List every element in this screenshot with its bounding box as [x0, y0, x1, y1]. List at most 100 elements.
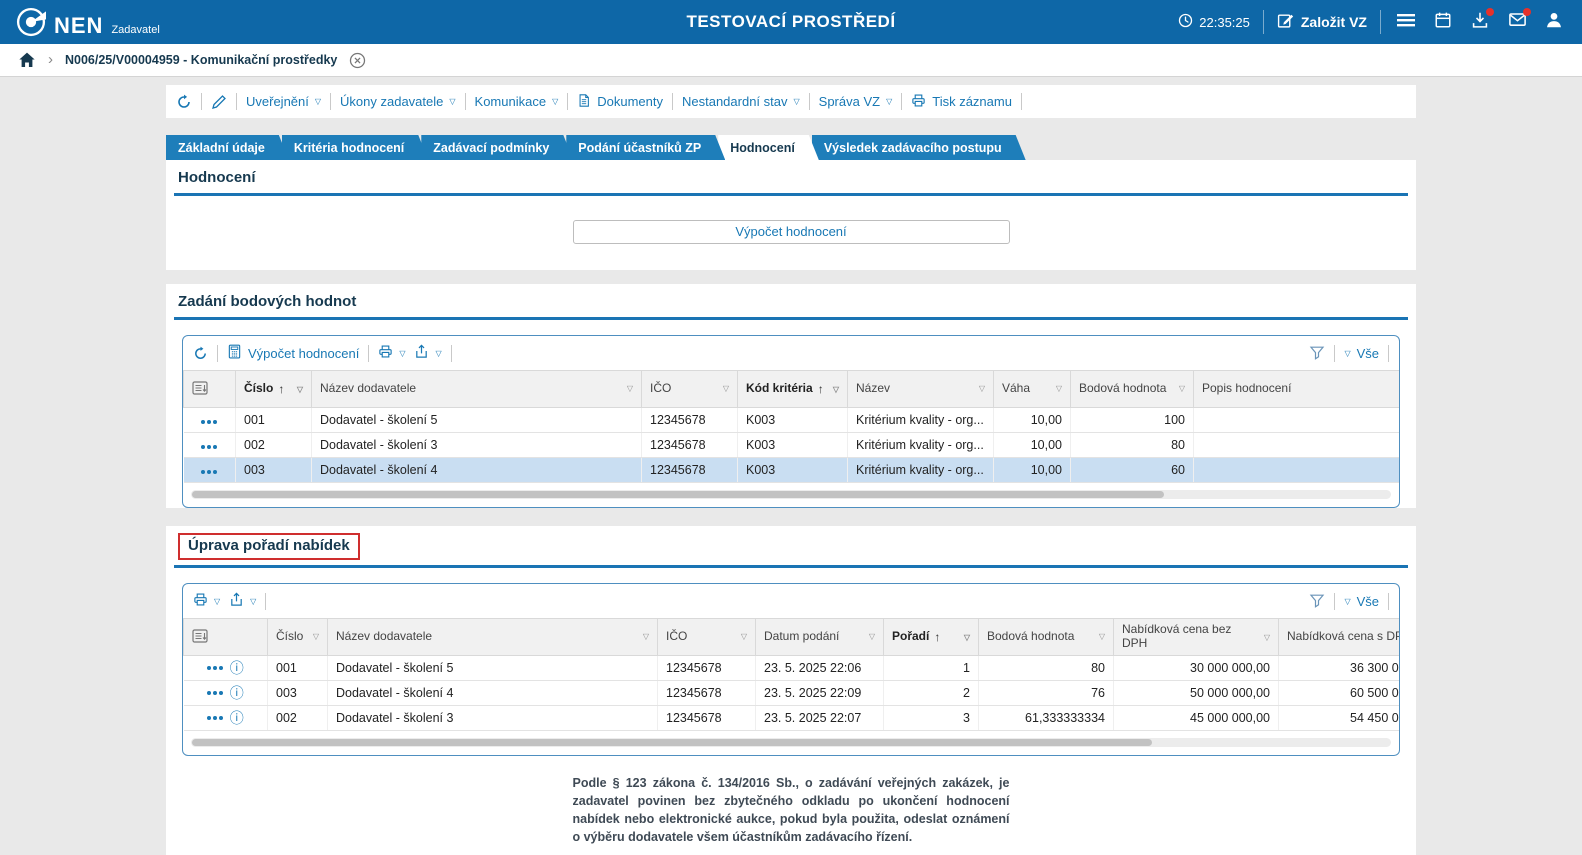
col-ico[interactable]: IČO ▽	[657, 618, 756, 656]
filter-dropdown-icon[interactable]: ▽	[296, 384, 303, 394]
tab-hodnoceni[interactable]: Hodnocení	[718, 135, 819, 160]
col-poradi[interactable]: Pořadí ↑ ▽	[883, 618, 979, 656]
tab-vysledek[interactable]: Výsledek zadávacího postupu	[812, 135, 1026, 160]
cell-poradi: 2	[883, 680, 979, 706]
col-ico[interactable]: IČO ▽	[641, 370, 738, 408]
export-button[interactable]: ▽	[414, 344, 442, 362]
filter-dropdown-icon[interactable]: ▽	[1098, 632, 1105, 642]
filter-dropdown-icon[interactable]: ▽	[626, 384, 633, 394]
table-row[interactable]: ⓘ 001 Dodavatel - školení 5 12345678 23.…	[183, 655, 1399, 681]
filter-dropdown-icon[interactable]: ▽	[722, 384, 729, 394]
column-settings-header[interactable]	[183, 370, 236, 408]
filter-dropdown-icon[interactable]: ▽	[1178, 384, 1185, 394]
cell-cislo: 003	[235, 457, 312, 483]
tab-zakladni-udaje[interactable]: Základní údaje	[166, 135, 289, 160]
nen-logo[interactable]: NEN Zadavatel	[16, 7, 160, 37]
col-label: Číslo	[244, 381, 274, 396]
col-cena-s-dph[interactable]: Nabídková cena s DPH	[1278, 618, 1399, 656]
row-menu-icon[interactable]	[201, 445, 218, 449]
scrollbar-thumb[interactable]	[192, 491, 1164, 498]
cell-poradi: 1	[883, 655, 979, 681]
col-cislo[interactable]: Číslo ↑ ▽	[235, 370, 312, 408]
table-row-selected[interactable]: 003 Dodavatel - školení 4 12345678 K003 …	[183, 457, 1399, 483]
filter-dropdown-icon[interactable]: ▽	[832, 384, 839, 394]
filter-dropdown-icon[interactable]: ▽	[963, 632, 970, 642]
row-menu-icon[interactable]	[206, 666, 223, 670]
home-icon[interactable]	[18, 51, 36, 69]
filter-dropdown-icon[interactable]: ▽	[978, 384, 985, 394]
menu-sprava-vz[interactable]: Správa VZ ▽	[819, 94, 893, 109]
filter-icon[interactable]	[1309, 345, 1325, 361]
filter-dropdown-icon[interactable]: ▽	[1055, 384, 1062, 394]
filter-dropdown-icon[interactable]: ▽	[740, 632, 747, 642]
cell-cislo: 003	[267, 680, 328, 706]
vse-dropdown[interactable]: ▽ Vše	[1344, 346, 1379, 361]
info-icon[interactable]: ⓘ	[229, 660, 244, 676]
filter-icon[interactable]	[1309, 593, 1325, 609]
menu-uverejneni[interactable]: Uveřejnění ▽	[246, 94, 321, 109]
col-cena-bez-dph[interactable]: Nabídková cena bez DPH ▽	[1113, 618, 1279, 656]
tab-zadavaci-podminky[interactable]: Zadávací podmínky	[421, 135, 573, 160]
row-menu-icon[interactable]	[201, 470, 218, 474]
col-label: Popis hodnocení	[1202, 381, 1292, 396]
calendar-button[interactable]	[1431, 10, 1455, 34]
menu-nestandardni-stav[interactable]: Nestandardní stav ▽	[682, 94, 800, 109]
col-cislo[interactable]: Číslo ▽	[267, 618, 328, 656]
filter-dropdown-icon[interactable]: ▽	[1263, 632, 1270, 642]
table-row[interactable]: ⓘ 003 Dodavatel - školení 4 12345678 23.…	[183, 680, 1399, 706]
menu-komunikace[interactable]: Komunikace ▽	[475, 94, 559, 109]
menu-ukony-zadavatele[interactable]: Úkony zadavatele ▽	[340, 94, 456, 109]
tab-podani-ucastniku[interactable]: Podání účastníků ZP	[566, 135, 725, 160]
info-icon[interactable]: ⓘ	[229, 685, 244, 701]
close-record-icon[interactable]	[349, 52, 366, 69]
col-nazev-dodavatele[interactable]: Název dodavatele ▽	[327, 618, 658, 656]
col-nazev[interactable]: Název ▽	[847, 370, 994, 408]
table-row[interactable]: ⓘ 002 Dodavatel - školení 3 12345678 23.…	[183, 705, 1399, 731]
row-menu-icon[interactable]	[201, 420, 218, 424]
menu-tisk-zaznamu[interactable]: Tisk záznamu	[911, 93, 1012, 111]
user-profile-button[interactable]	[1542, 10, 1566, 34]
toolbar-separator	[671, 93, 673, 110]
chevron-down-icon: ▽	[214, 596, 221, 606]
print-button[interactable]: ▽	[193, 592, 220, 610]
col-popis-hodnoceni[interactable]: Popis hodnocení	[1193, 370, 1399, 408]
table-row[interactable]: 002 Dodavatel - školení 3 12345678 K003 …	[183, 432, 1399, 458]
filter-dropdown-icon[interactable]: ▽	[868, 632, 875, 642]
vse-dropdown[interactable]: ▽ Vše	[1344, 594, 1379, 609]
col-nazev-dodavatele[interactable]: Název dodavatele ▽	[311, 370, 642, 408]
edit-icon[interactable]	[211, 94, 227, 110]
info-icon[interactable]: ⓘ	[229, 710, 244, 726]
refresh-icon[interactable]	[176, 94, 192, 110]
cell-ico: 12345678	[657, 705, 756, 731]
col-label: Název dodavatele	[320, 381, 417, 396]
vypocet-hodnoceni-link[interactable]: Výpočet hodnocení	[227, 344, 359, 362]
row-menu-icon[interactable]	[206, 716, 223, 720]
tab-kriteria-hodnoceni[interactable]: Kritéria hodnocení	[282, 135, 428, 160]
col-datum-podani[interactable]: Datum podání ▽	[755, 618, 884, 656]
messages-button[interactable]	[1505, 8, 1531, 34]
col-bodova-hodnota[interactable]: Bodová hodnota ▽	[1070, 370, 1194, 408]
col-vaha[interactable]: Váha ▽	[993, 370, 1071, 408]
downloads-button[interactable]	[1468, 8, 1494, 34]
col-kod-kriteria[interactable]: Kód kritéria ↑ ▽	[737, 370, 848, 408]
col-label: IČO	[666, 629, 688, 644]
export-button[interactable]: ▽	[229, 592, 256, 610]
main-menu-button[interactable]	[1394, 10, 1418, 34]
printer-icon	[378, 344, 393, 362]
sort-asc-icon: ↑	[817, 382, 824, 396]
horizontal-scrollbar	[191, 490, 1391, 499]
create-vz-button[interactable]: Založit VZ	[1277, 12, 1367, 32]
scrollbar-thumb[interactable]	[192, 739, 1152, 746]
breadcrumb-record[interactable]: N006/25/V00004959 - Komunikační prostřed…	[65, 53, 338, 67]
column-settings-header[interactable]	[183, 618, 268, 656]
col-bodova-hodnota[interactable]: Bodová hodnota ▽	[978, 618, 1114, 656]
filter-dropdown-icon[interactable]: ▽	[312, 632, 319, 642]
hamburger-icon	[1396, 12, 1416, 33]
refresh-icon[interactable]	[193, 346, 208, 361]
print-button[interactable]: ▽	[378, 344, 405, 362]
menu-dokumenty[interactable]: Dokumenty	[577, 93, 663, 111]
vypocet-hodnoceni-button[interactable]: Výpočet hodnocení	[572, 220, 1010, 244]
table-row[interactable]: 001 Dodavatel - školení 5 12345678 K003 …	[183, 407, 1399, 433]
row-menu-icon[interactable]	[206, 691, 223, 695]
filter-dropdown-icon[interactable]: ▽	[642, 632, 649, 642]
